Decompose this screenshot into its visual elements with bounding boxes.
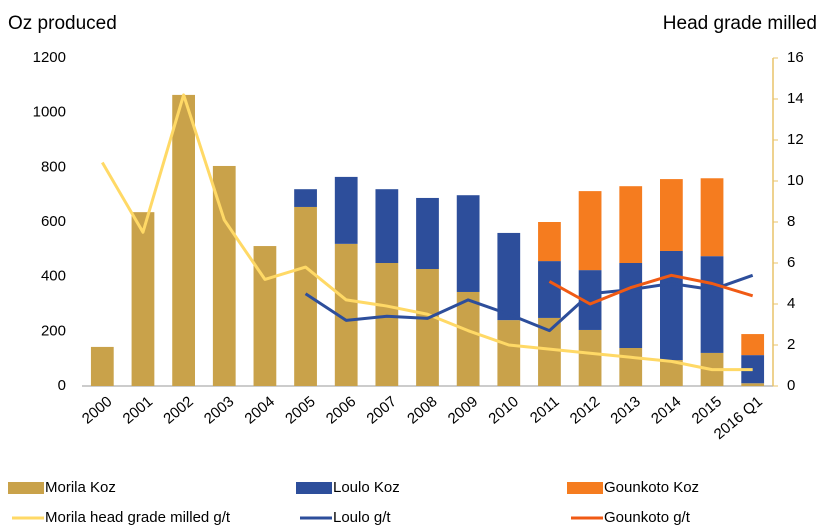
x-tick-label: 2008 bbox=[404, 393, 440, 427]
bar bbox=[172, 94, 195, 387]
bar bbox=[619, 186, 643, 263]
x-tick-label: 2007 bbox=[363, 393, 399, 427]
x-tick-label: 2012 bbox=[567, 393, 603, 427]
bar bbox=[741, 383, 765, 386]
bar bbox=[700, 178, 724, 257]
legend-swatch bbox=[567, 482, 603, 494]
x-tick-label: 2011 bbox=[527, 393, 563, 427]
y-tick-label: 200 bbox=[41, 322, 66, 339]
legend-label: Gounkoto Koz bbox=[604, 479, 699, 496]
y-tick-label: 1200 bbox=[33, 49, 66, 66]
bar bbox=[578, 191, 602, 271]
bar bbox=[741, 334, 765, 356]
bar bbox=[375, 263, 399, 386]
bar bbox=[660, 179, 683, 251]
y2-tick-label: 2 bbox=[787, 336, 795, 353]
x-tick-label: 2005 bbox=[282, 393, 318, 427]
bar bbox=[131, 212, 155, 386]
bar bbox=[660, 250, 683, 361]
bar bbox=[538, 222, 561, 262]
bar bbox=[538, 261, 561, 318]
bar bbox=[90, 346, 114, 386]
y-tick-label: 0 bbox=[58, 377, 66, 394]
y2-tick-label: 6 bbox=[787, 254, 795, 271]
bar bbox=[619, 348, 643, 386]
bar bbox=[334, 176, 358, 244]
y2-tick-label: 12 bbox=[787, 131, 804, 148]
bar bbox=[497, 232, 521, 321]
line bbox=[548, 273, 754, 306]
legend-swatch bbox=[8, 482, 44, 494]
legend-label: Morila head grade milled g/t bbox=[45, 509, 231, 526]
y-tick-label: 1000 bbox=[33, 104, 66, 121]
x-tick-label: 2014 bbox=[648, 393, 684, 427]
x-tick-label: 2000 bbox=[79, 393, 115, 427]
x-tick-label: 2002 bbox=[160, 393, 196, 427]
y-tick-label: 400 bbox=[41, 268, 66, 285]
bar bbox=[700, 256, 724, 353]
legend-label: Gounkoto g/t bbox=[604, 509, 691, 526]
x-tick-label: 2006 bbox=[323, 393, 359, 427]
bar bbox=[294, 206, 317, 386]
bar bbox=[497, 320, 521, 386]
legend-swatch bbox=[296, 482, 332, 494]
x-tick-label: 2009 bbox=[445, 393, 481, 427]
line bbox=[101, 93, 753, 372]
bar bbox=[619, 263, 643, 349]
line bbox=[304, 273, 754, 333]
x-tick-label: 2010 bbox=[485, 393, 521, 427]
y2-axis-title: Head grade milled bbox=[663, 13, 817, 34]
bar bbox=[456, 291, 480, 386]
bar bbox=[416, 269, 439, 386]
y2-tick-label: 16 bbox=[787, 49, 804, 66]
bar bbox=[212, 165, 236, 386]
y-tick-label: 600 bbox=[41, 213, 66, 230]
bar bbox=[253, 246, 277, 386]
bar bbox=[660, 360, 683, 386]
bar bbox=[334, 243, 358, 386]
bar bbox=[538, 317, 561, 386]
y2-tick-label: 8 bbox=[787, 213, 795, 230]
x-tick-label: 2001 bbox=[120, 393, 156, 427]
bar bbox=[294, 189, 317, 207]
y2-tick-label: 4 bbox=[787, 295, 795, 312]
bar bbox=[578, 329, 602, 386]
bar bbox=[456, 195, 480, 292]
y2-tick-label: 14 bbox=[787, 90, 804, 107]
y-axis-title: Oz produced bbox=[8, 13, 117, 34]
bar bbox=[578, 270, 602, 330]
y2-tick-label: 0 bbox=[787, 377, 795, 394]
legend-label: Loulo g/t bbox=[333, 509, 391, 526]
legend-label: Loulo Koz bbox=[333, 479, 400, 496]
legend-label: Morila Koz bbox=[45, 479, 116, 496]
y-tick-label: 800 bbox=[41, 158, 66, 175]
bar bbox=[416, 197, 439, 270]
bar bbox=[375, 189, 399, 263]
y2-tick-label: 10 bbox=[787, 172, 804, 189]
x-tick-label: 2013 bbox=[607, 393, 643, 427]
x-tick-label: 2003 bbox=[201, 393, 237, 427]
x-tick-label: 2004 bbox=[242, 393, 278, 427]
